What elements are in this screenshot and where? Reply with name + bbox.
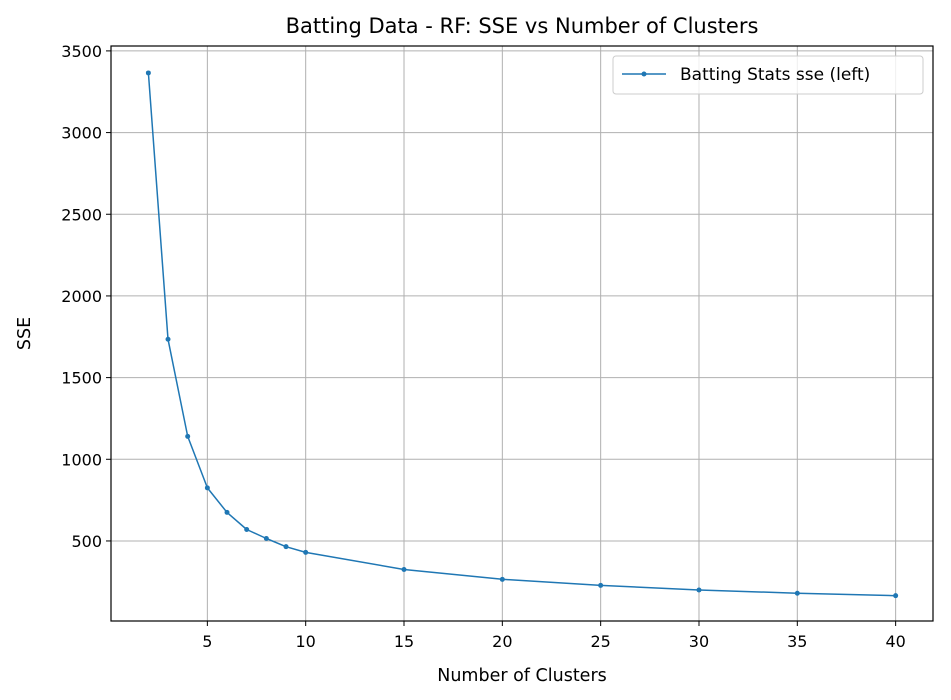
x-tick-label: 20 — [492, 632, 512, 651]
data-point — [145, 70, 151, 76]
legend-marker-swatch — [641, 71, 647, 77]
data-point — [598, 582, 604, 588]
y-tick-label: 2000 — [61, 287, 102, 306]
data-point — [263, 536, 269, 542]
data-point — [244, 527, 250, 533]
y-tick-label: 500 — [71, 532, 102, 551]
data-point — [165, 336, 171, 342]
legend: Batting Stats sse (left) — [612, 55, 924, 95]
y-axis-title: SSE — [15, 317, 35, 350]
x-tick-label: 25 — [590, 632, 610, 651]
y-tick-label: 1500 — [61, 369, 102, 388]
chart-title: Batting Data - RF: SSE vs Number of Clus… — [286, 14, 759, 38]
data-point — [401, 567, 407, 573]
plot-area-frame — [110, 45, 934, 622]
axis-ticks: 5 10 15 20 25 30 35 40 500 1000 1500 2000 2500 3000 35… — [61, 42, 906, 651]
data-point — [224, 509, 230, 515]
data-point — [794, 590, 800, 596]
data-point — [283, 544, 289, 550]
series-layer — [145, 70, 899, 599]
y-tick-label: 1000 — [61, 450, 102, 469]
grid — [111, 46, 933, 621]
y-tick-label: 3000 — [61, 124, 102, 143]
legend-box — [612, 55, 924, 95]
data-point — [303, 549, 309, 555]
legend-label: Batting Stats sse (left) — [680, 65, 870, 85]
y-tick-label: 3500 — [61, 42, 102, 61]
x-tick-label: 35 — [787, 632, 807, 651]
y-tick-label: 2500 — [61, 205, 102, 224]
x-axis-title: Number of Clusters — [437, 666, 607, 686]
data-point — [893, 593, 899, 599]
x-tick-label: 40 — [885, 632, 905, 651]
x-tick-label: 15 — [394, 632, 414, 651]
x-tick-label: 30 — [689, 632, 709, 651]
data-point — [204, 485, 210, 491]
data-point — [185, 433, 191, 439]
x-tick-label: 5 — [202, 632, 212, 651]
data-point — [696, 587, 702, 593]
x-tick-label: 10 — [296, 632, 316, 651]
data-point — [499, 576, 505, 582]
